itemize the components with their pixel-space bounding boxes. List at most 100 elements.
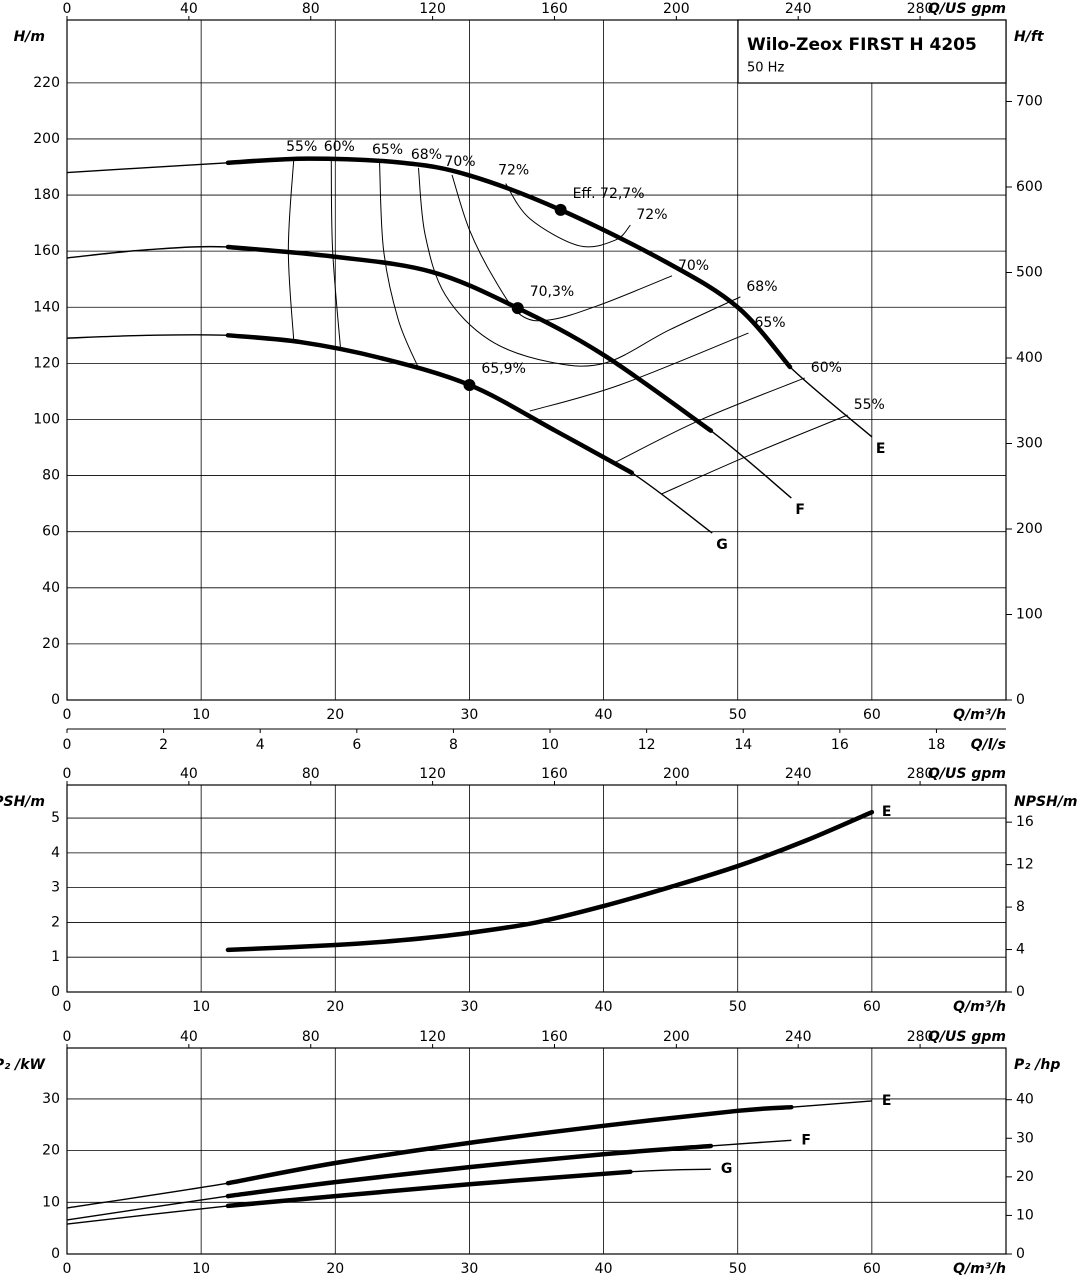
efficiency-label: 65% (754, 315, 785, 331)
x2-tick-label: 240 (785, 1, 812, 17)
efficiency-label: 70% (678, 258, 709, 274)
curve-name: G (716, 537, 728, 553)
best-efficiency-label: Eff. 72,7% (573, 186, 645, 202)
x2-axis-label: Q/US gpm (928, 766, 1006, 782)
efficiency-label: 72% (636, 207, 667, 223)
x2-tick-label: 280 (907, 1, 934, 17)
curve-name: E (882, 1093, 892, 1109)
y-tick-label: 4 (51, 845, 60, 861)
y-tick-label: 0 (51, 1246, 60, 1262)
x-tick-label: 40 (595, 1261, 613, 1277)
x2-tick-label: 280 (907, 766, 934, 782)
operating-range (225, 156, 793, 370)
y2-tick-label: 100 (1016, 606, 1043, 622)
y-tick-label: 60 (42, 524, 60, 540)
y2-tick-label: 40 (1016, 1092, 1034, 1108)
y-tick-label: 40 (42, 580, 60, 596)
x2-tick-label: 80 (302, 1029, 320, 1045)
y2-tick-label: 600 (1016, 179, 1043, 195)
efficiency-label: 72% (498, 163, 529, 179)
y2-axis-label: P₂ /hp (1014, 1057, 1060, 1073)
title-box (737, 19, 1007, 84)
x3-tick-label: 18 (928, 737, 946, 753)
best-efficiency-label: 70,3% (530, 284, 574, 300)
y2-tick-label: 700 (1016, 93, 1043, 109)
y2-axis-label: H/ft (1014, 29, 1045, 45)
x2-tick-label: 120 (419, 766, 446, 782)
y-axis-label: H/m (14, 29, 45, 45)
efficiency-label: 55% (286, 139, 317, 155)
y2-tick-label: 0 (1016, 692, 1025, 708)
x-tick-label: 10 (192, 999, 210, 1015)
x2-tick-label: 0 (63, 1, 72, 17)
x2-tick-label: 200 (663, 1, 690, 17)
y2-tick-label: 30 (1016, 1130, 1034, 1146)
y2-tick-label: 16 (1016, 814, 1034, 830)
x-tick-label: 30 (461, 707, 479, 723)
y-axis-label: P₂ /kW (0, 1057, 46, 1073)
x-tick-label: 30 (461, 1261, 479, 1277)
x-tick-label: 50 (729, 999, 747, 1015)
x-tick-label: 20 (326, 999, 344, 1015)
pump-curve (227, 811, 873, 951)
x-tick-label: 20 (326, 707, 344, 723)
curve-name: F (801, 1132, 811, 1148)
y2-tick-label: 20 (1016, 1169, 1034, 1185)
y-tick-label: 180 (33, 187, 60, 203)
y2-axis-label: NPSH/m (1014, 794, 1077, 810)
x2-tick-label: 120 (419, 1029, 446, 1045)
x2-tick-label: 40 (180, 766, 198, 782)
efficiency-line (330, 159, 342, 350)
x2-tick-label: 0 (63, 1029, 72, 1045)
x2-axis-label: Q/US gpm (928, 1029, 1006, 1045)
efficiency-line (505, 183, 631, 248)
efficiency-line (661, 414, 848, 495)
x-tick-label: 20 (326, 1261, 344, 1277)
efficiency-label: 55% (854, 397, 885, 413)
x-axis-label: Q/m³/h (953, 999, 1006, 1015)
x2-tick-label: 160 (541, 1029, 568, 1045)
x3-tick-label: 8 (449, 737, 458, 753)
x2-tick-label: 280 (907, 1029, 934, 1045)
x-tick-label: 50 (729, 707, 747, 723)
y-tick-label: 5 (51, 810, 60, 826)
operating-range (225, 1169, 633, 1209)
best-efficiency-point (554, 203, 567, 216)
y-tick-label: 30 (42, 1091, 60, 1107)
pump-curve (66, 1139, 792, 1221)
operating-range (225, 1104, 794, 1186)
efficiency-line (615, 377, 805, 463)
efficiency-label: 68% (411, 147, 442, 163)
x-tick-label: 40 (595, 999, 613, 1015)
operating-range (225, 1143, 714, 1199)
efficiency-label: 65% (372, 142, 403, 158)
x2-tick-label: 0 (63, 766, 72, 782)
x-tick-label: 0 (63, 999, 72, 1015)
efficiency-line (379, 163, 419, 369)
best-efficiency-label: 65,9% (481, 361, 525, 377)
x3-tick-label: 16 (831, 737, 849, 753)
curve-name: G (721, 1161, 733, 1177)
x3-tick-label: 4 (256, 737, 265, 753)
curve-name: E (882, 804, 892, 820)
y-tick-label: 160 (33, 243, 60, 259)
y-tick-label: 200 (33, 131, 60, 147)
x-tick-label: 10 (192, 1261, 210, 1277)
operating-range (225, 333, 634, 476)
x-axis-label: Q/m³/h (953, 707, 1006, 723)
y-tick-label: 100 (33, 411, 60, 427)
y-tick-label: 20 (42, 1143, 60, 1159)
chart-title: Wilo-Zeox FIRST H 4205 (747, 35, 977, 55)
y-tick-label: 0 (51, 692, 60, 708)
x2-tick-label: 40 (180, 1, 198, 17)
y2-tick-label: 12 (1016, 857, 1034, 873)
x3-tick-label: 14 (734, 737, 752, 753)
y-tick-label: 120 (33, 355, 60, 371)
x2-tick-label: 240 (785, 1029, 812, 1045)
y2-tick-label: 4 (1016, 942, 1025, 958)
y-tick-label: 20 (42, 636, 60, 652)
x2-tick-label: 80 (302, 1, 320, 17)
y-tick-label: 80 (42, 468, 60, 484)
efficiency-line (417, 167, 741, 367)
best-efficiency-point (511, 302, 524, 315)
